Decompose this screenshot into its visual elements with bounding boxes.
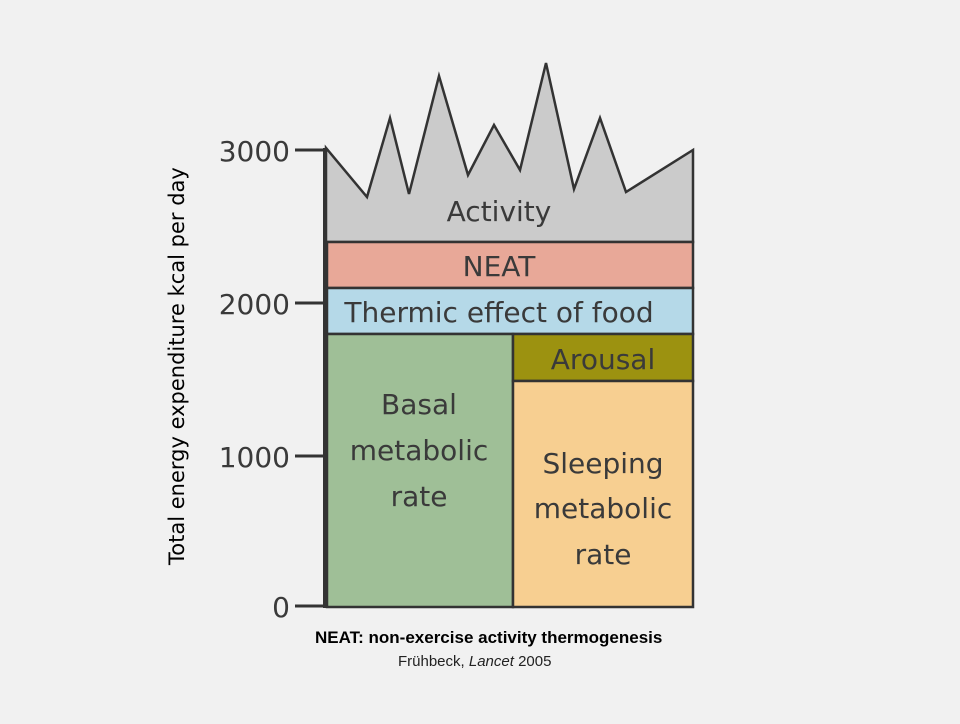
- arousal-block: [511, 332, 695, 383]
- y-axis-title: Total energy expenditure kcal per day: [165, 167, 189, 566]
- basal-label-line3: rate: [391, 480, 448, 513]
- basal-metabolic-block: [325, 332, 515, 609]
- thermic-effect-label: Thermic effect of food: [343, 296, 653, 329]
- sleeping-label-line3: rate: [575, 538, 632, 571]
- activity-label: Activity: [447, 195, 552, 228]
- y-tick-label-1000: 1000: [219, 441, 290, 474]
- sleeping-metabolic-block: [511, 379, 695, 609]
- basal-label-line1: Basal: [381, 388, 457, 421]
- citation: Frühbeck, Lancet 2005: [398, 653, 551, 670]
- sleeping-label-line1: Sleeping: [542, 447, 663, 480]
- caption-title: NEAT: non-exercise activity thermogenesi…: [315, 628, 663, 647]
- neat-label: NEAT: [463, 250, 537, 283]
- thermic-effect-block: [325, 286, 695, 336]
- y-tick-label-0: 0: [272, 591, 290, 624]
- arousal-label: Arousal: [551, 343, 655, 376]
- citation-journal: Lancet: [468, 653, 514, 670]
- y-tick-label-2000: 2000: [219, 288, 290, 321]
- citation-year: 2005: [513, 653, 552, 670]
- activity-block: [324, 62, 695, 244]
- citation-author: Frühbeck,: [398, 653, 469, 670]
- sleeping-label-line2: metabolic: [534, 492, 673, 525]
- basal-label-line2: metabolic: [350, 434, 489, 467]
- y-tick-label-3000: 3000: [219, 135, 290, 168]
